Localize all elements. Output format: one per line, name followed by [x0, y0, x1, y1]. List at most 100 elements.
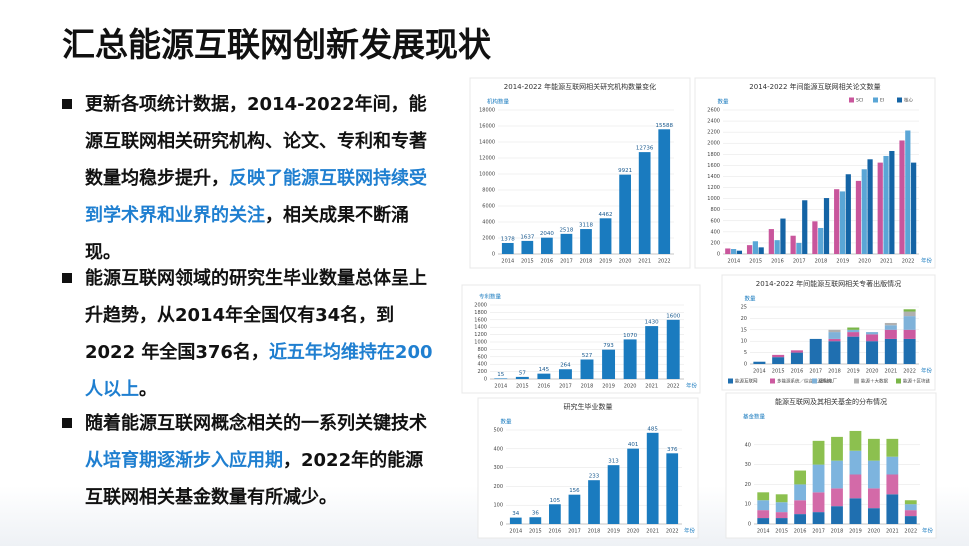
- y-tick-label: 200: [710, 240, 720, 246]
- x-tick-label: 2021: [646, 529, 659, 535]
- legend-swatch: [770, 378, 775, 384]
- y-tick-label: 1200: [707, 185, 720, 191]
- y-tick-label: 5: [744, 350, 747, 356]
- bar-segment: [904, 504, 917, 511]
- x-tick-label: 2022: [666, 529, 679, 535]
- y-tick-label: 1400: [474, 325, 487, 331]
- y-tick-label: 500: [493, 428, 503, 434]
- value-label: 527: [582, 353, 593, 359]
- y-tick-label: 0: [744, 362, 747, 368]
- bar-segment: [867, 508, 880, 524]
- x-tick-label: 2014: [494, 384, 507, 390]
- y-tick-label: 2400: [707, 119, 720, 125]
- bar-segment: [886, 438, 899, 457]
- x-tick-label: 2015: [749, 259, 762, 265]
- bar: [666, 319, 680, 379]
- bar-segment: [904, 510, 917, 517]
- bar-segment: [812, 440, 825, 465]
- x-tick-label: 2018: [581, 384, 594, 390]
- bar-segment: [849, 474, 862, 499]
- bar: [619, 174, 631, 254]
- bar: [834, 189, 840, 254]
- bar: [823, 198, 830, 254]
- y-tick-label: 1000: [707, 196, 720, 202]
- bullet: 能源互联网领域的研究生毕业数量总体呈上升趋势，从2014年全国仅有34名，到20…: [62, 260, 437, 408]
- legend-label: 多能源系统／综合能源系统: [777, 378, 831, 385]
- highlight: 近五年均维持在200人以上: [85, 342, 433, 400]
- chart-title: 研究生毕业数量: [564, 402, 613, 411]
- y-axis-label: 基金数量: [743, 413, 766, 421]
- legend-swatch: [849, 97, 854, 103]
- value-label: 15588: [655, 123, 673, 129]
- bullet-marker: [62, 99, 72, 109]
- bar-segment: [828, 332, 841, 339]
- y-tick-label: 1600: [707, 163, 720, 169]
- x-tick-label: 2016: [791, 369, 804, 375]
- value-label: 12736: [636, 146, 654, 152]
- legend-label: 能源互联网: [735, 378, 758, 385]
- bar-segment: [812, 492, 825, 513]
- chart-title: 2014-2022 年能源互联网相关研究机构数量变化: [504, 82, 656, 91]
- bullet-text: 更新各项统计数据，2014-2022年间，能源互联网相关研究机构、论文、专利和专…: [85, 86, 437, 271]
- y-axis-label: 数量: [500, 418, 512, 426]
- x-tick-label: 2016: [541, 259, 554, 265]
- y-tick-label: 25: [741, 305, 747, 311]
- legend-label: 核心: [904, 97, 913, 104]
- bar: [599, 218, 612, 254]
- value-label: 376: [667, 447, 678, 453]
- x-tick-label: 2017: [568, 529, 581, 535]
- value-label: 1600: [666, 313, 680, 319]
- x-tick-label: 2014: [753, 369, 766, 375]
- x-tick-label: 2016: [549, 529, 562, 535]
- bar-segment: [757, 510, 770, 519]
- y-tick-label: 1600: [474, 317, 487, 323]
- value-label: 264: [560, 363, 571, 369]
- x-tick-label: 2019: [836, 259, 849, 265]
- bar-segment: [867, 460, 880, 489]
- x-axis-label: 年份: [684, 527, 696, 535]
- bullet: 更新各项统计数据，2014-2022年间，能源互联网相关研究机构、论文、专利和专…: [62, 86, 437, 271]
- bar-segment: [849, 450, 862, 475]
- bar: [845, 174, 851, 254]
- bar: [861, 169, 867, 254]
- bar: [911, 162, 917, 254]
- y-tick-label: 10: [745, 502, 751, 508]
- bar: [602, 349, 616, 379]
- x-axis-label: 年份: [921, 367, 933, 375]
- y-tick-label: 10: [741, 339, 747, 345]
- bar: [839, 191, 846, 254]
- bar: [905, 130, 911, 254]
- x-tick-label: 2015: [772, 369, 785, 375]
- bar: [646, 432, 659, 524]
- bar-segment: [866, 332, 879, 335]
- highlight: 反映了能源互联网持续受到学术界和业界的关注: [85, 168, 427, 226]
- bar: [588, 480, 600, 524]
- legend-swatch: [897, 97, 902, 103]
- bar-segment: [903, 316, 916, 330]
- y-tick-label: 200: [493, 484, 503, 490]
- bar: [521, 240, 534, 254]
- value-label: 1070: [623, 333, 637, 339]
- value-label: 793: [603, 343, 614, 349]
- x-tick-label: 2020: [627, 529, 640, 535]
- text: ，相关成果不断涌现。: [85, 205, 409, 263]
- bar: [812, 221, 818, 254]
- value-label: 15: [497, 372, 504, 378]
- x-tick-label: 2021: [645, 384, 658, 390]
- bar-segment: [775, 512, 788, 519]
- bar-segment: [757, 500, 770, 511]
- y-tick-label: 0: [500, 522, 503, 528]
- bar-segment: [775, 502, 788, 513]
- text: 更新各项统计数据，2014-2022年间，能源互联网相关研究机构、论文、专利和专…: [85, 94, 427, 189]
- x-tick-label: 2015: [516, 384, 529, 390]
- bar: [730, 249, 737, 254]
- bar-segment: [831, 436, 843, 461]
- legend-label: SCI: [856, 98, 863, 104]
- bar-segment: [794, 484, 807, 501]
- bar-segment: [866, 334, 879, 342]
- x-tick-label: 2018: [831, 529, 844, 535]
- bar-segment: [866, 341, 879, 364]
- y-axis-label: 专利数量: [479, 293, 502, 301]
